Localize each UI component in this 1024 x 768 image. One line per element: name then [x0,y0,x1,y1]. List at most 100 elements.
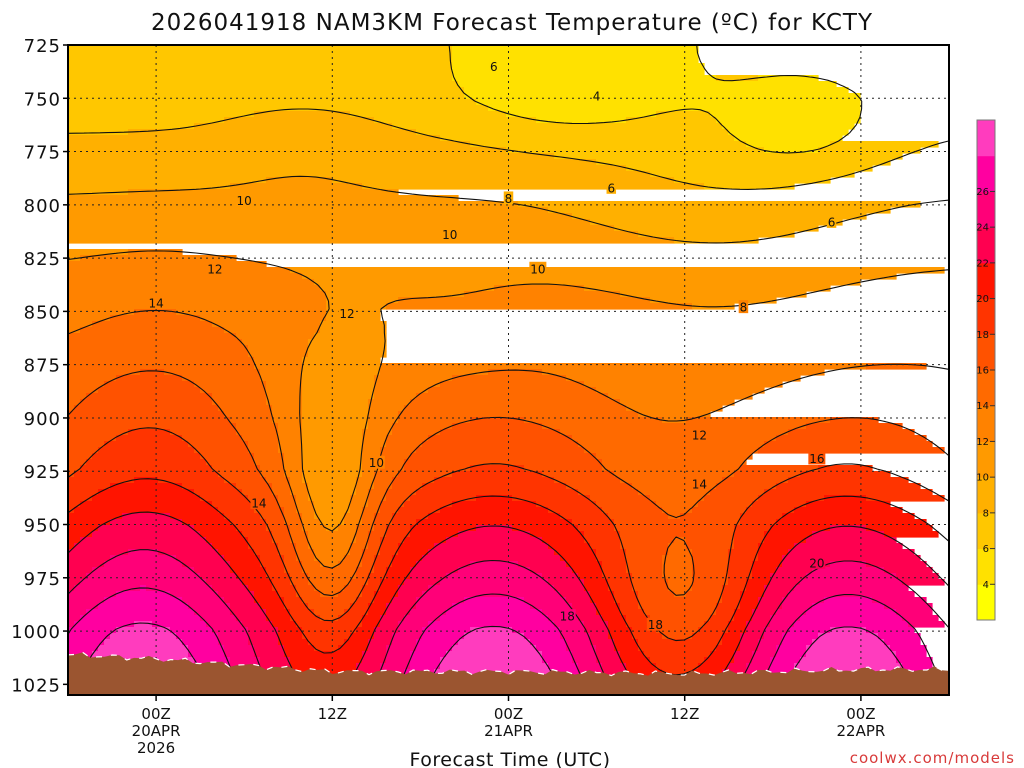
field-cell [68,483,111,490]
field-cell [620,543,669,550]
field-cell [416,639,459,646]
field-cell [212,465,261,472]
field-cell [356,477,375,484]
field-cell [68,555,111,562]
y-tick-label: 725 [24,36,61,57]
field-cell [296,555,315,562]
contour-label-bg [338,306,356,320]
field-cell [290,615,321,622]
field-cell [68,363,255,370]
field-cell [452,501,537,508]
field-cell [356,597,375,604]
field-cell [614,525,735,532]
field-cell [404,615,441,622]
field-cell [392,477,435,484]
field-cell [386,531,411,538]
field-cell [692,585,723,592]
field-cell [68,195,459,202]
field-cell [284,555,297,562]
x-tick-label: 00Z [846,705,875,723]
field-cell [116,435,183,442]
field-cell [278,633,303,640]
colorbar-band [977,584,995,621]
field-cell [266,615,291,622]
field-cell [668,543,687,550]
field-cell [548,543,591,550]
field-cell [68,459,87,466]
field-cell [602,669,627,676]
field-cell [620,651,645,658]
field-cell [260,555,285,562]
isotherm-8 [68,108,949,190]
field-cell [746,621,771,628]
field-cell [80,465,213,472]
field-cell [278,441,303,448]
field-cell [650,297,777,304]
field-cell [284,645,315,652]
field-cell [290,609,315,616]
field-cell [782,639,813,646]
field-cell [758,75,819,82]
field-cell [68,453,93,460]
field-cell [176,555,225,562]
field-cell [590,219,843,226]
field-cell [818,147,921,154]
field-cell [164,369,261,376]
field-cell [302,411,369,418]
field-cell [68,351,249,358]
field-cell [536,645,567,652]
field-cell [434,543,549,550]
field-cell [662,561,693,568]
field-cell [530,639,567,646]
field-cell [350,579,369,586]
field-cell [386,525,411,532]
field-cell [416,393,609,400]
field-cell [380,465,405,472]
x-tick-label: 00Z [141,705,170,723]
field-cell [308,489,357,496]
field-cell [692,507,747,514]
credit-link[interactable]: coolwx.com/models [850,749,1015,767]
field-cell [92,321,213,328]
contour-label: 10 [369,456,384,470]
colorbar-band [977,441,995,478]
field-cell [494,285,585,292]
field-cell [806,537,897,544]
isotherm-12 [68,250,949,532]
field-cell [68,405,75,412]
field-cell [752,561,783,568]
field-cell [902,663,933,670]
field-cell [368,423,393,430]
field-cell [560,513,609,520]
field-cell [806,609,897,616]
field-cell [80,399,213,406]
field-cell [740,645,759,652]
field-cell [746,579,771,586]
field-cell [200,531,243,538]
field-cell [752,567,777,574]
ground-fill [68,652,949,695]
field-cell [752,609,777,616]
field-cell [590,591,615,598]
field-cell [386,645,417,652]
field-cell [446,651,543,658]
field-cell [356,537,369,544]
field-cell [902,579,945,586]
field-cell [110,633,177,640]
field-cell [614,645,639,652]
field-cell [794,543,903,550]
field-cell [596,555,627,562]
field-cell [380,459,405,466]
field-cell [146,585,213,592]
field-cell [266,567,285,574]
field-cell [314,279,861,286]
field-cell [632,579,669,586]
field-cell [572,567,603,574]
field-cell [902,615,939,622]
field-cell [830,561,867,568]
field-cell [440,579,549,586]
field-cell [74,585,141,592]
field-cell [392,597,417,604]
field-cell [176,633,219,640]
contour-label-bg [529,261,547,275]
